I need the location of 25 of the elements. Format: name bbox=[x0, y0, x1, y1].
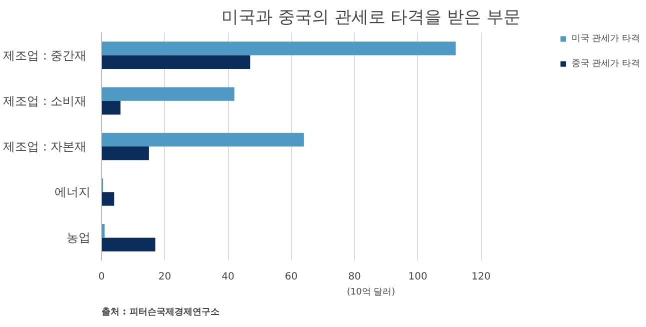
y-tick-label: 제조업 : 자본재 bbox=[3, 140, 87, 154]
x-tick-label: 20 bbox=[158, 272, 172, 282]
bar bbox=[102, 238, 156, 252]
bar bbox=[102, 55, 250, 69]
y-tick-label: 제조업 : 중간재 bbox=[3, 48, 87, 62]
y-tick-label: 농업 bbox=[66, 230, 90, 245]
x-tick-label: 100 bbox=[408, 272, 428, 282]
bar bbox=[102, 87, 234, 101]
x-tick-label: 40 bbox=[222, 272, 234, 282]
chart-title: 미국과 중국의 관세로 타격을 받은 부문 bbox=[221, 8, 521, 28]
y-tick-label: 제조업 : 소비재 bbox=[3, 94, 87, 108]
bar bbox=[102, 192, 114, 206]
bar bbox=[102, 100, 120, 115]
legend-label: 미국 관세가 타격 bbox=[571, 33, 640, 45]
y-tick-label: 에너지 bbox=[54, 185, 90, 200]
bar bbox=[102, 42, 456, 56]
source-note: 출처 : 피터슨국제경제연구소 bbox=[102, 306, 220, 318]
bar bbox=[102, 146, 149, 160]
x-tick-label: 60 bbox=[284, 272, 298, 282]
x-tick-label: 120 bbox=[472, 272, 491, 282]
legend-label: 중국 관세가 타격 bbox=[571, 58, 640, 70]
x-axis-title: (10억 달러) bbox=[346, 288, 396, 298]
x-tick-label: 80 bbox=[348, 272, 361, 282]
bar bbox=[102, 132, 304, 146]
x-tick-label: 0 bbox=[98, 272, 105, 282]
